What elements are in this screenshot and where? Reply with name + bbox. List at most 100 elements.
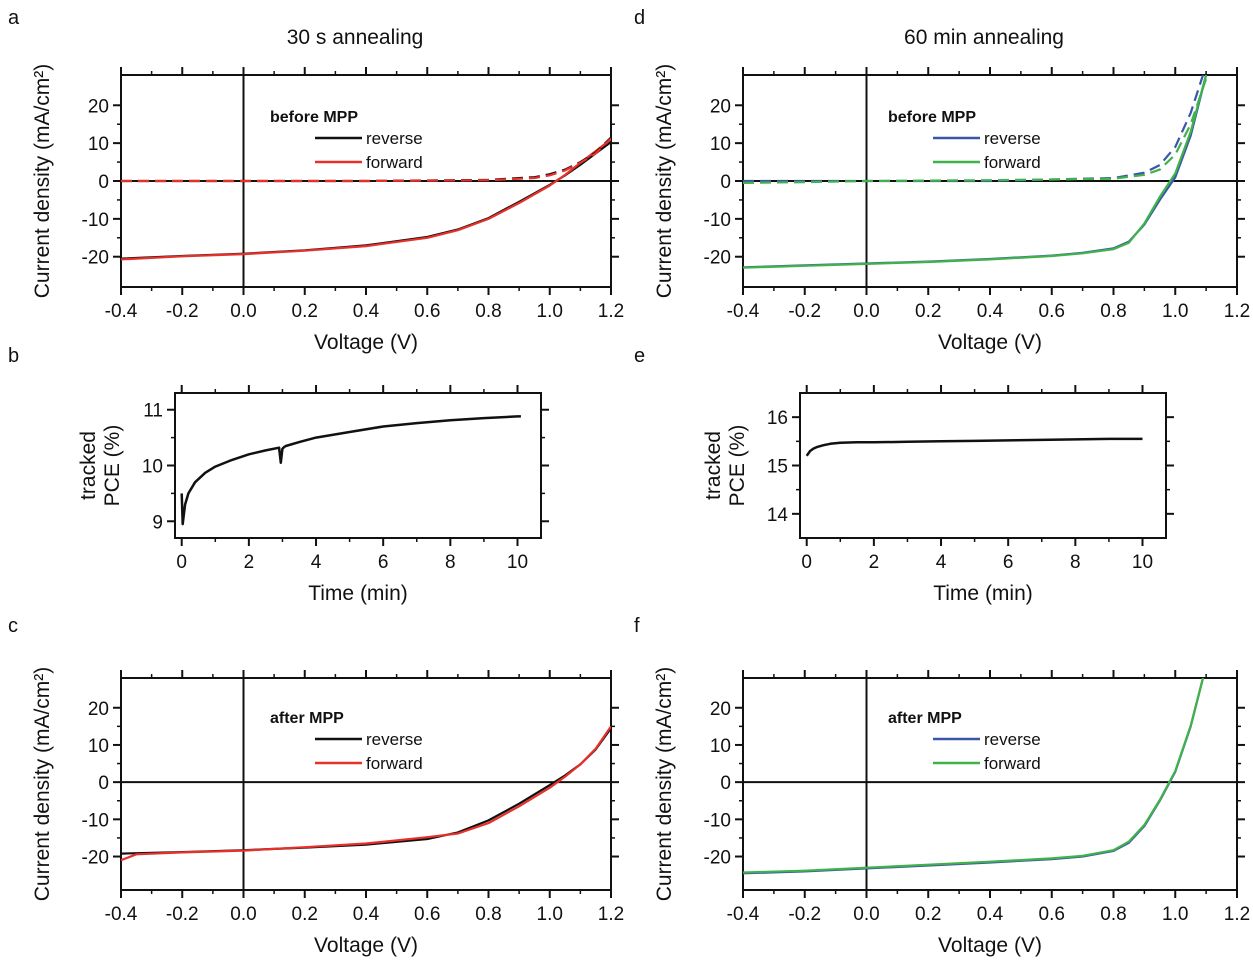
legend-title: before MPP — [888, 109, 976, 126]
x-tick-label: 0.2 — [292, 904, 318, 925]
x-tick-label: 8 — [445, 552, 456, 573]
x-tick-label: 2 — [244, 552, 255, 573]
x-tick-label: 0.2 — [292, 301, 318, 322]
y-tick-label: -20 — [704, 248, 731, 269]
y-tick-label: 20 — [710, 699, 731, 720]
x-tick-label: 0.4 — [353, 904, 380, 925]
x-tick-label: -0.2 — [166, 904, 199, 925]
legend-label-forward: forward — [984, 754, 1041, 773]
series-reverse — [743, 678, 1205, 875]
y-tick-label: 16 — [767, 408, 788, 429]
y-tick-label: 0 — [98, 172, 109, 193]
y-tick-label: 0 — [720, 773, 731, 794]
legend-title: after MPP — [270, 710, 344, 727]
x-tick-label: 1.0 — [537, 301, 563, 322]
x-tick-label: 0.4 — [977, 301, 1004, 322]
x-tick-label: 0.8 — [475, 904, 501, 925]
x-tick-label: -0.4 — [105, 301, 138, 322]
x-tick-label: 0.6 — [414, 301, 440, 322]
series-reverse — [743, 75, 1208, 269]
y-tick-label: -10 — [82, 810, 109, 831]
x-tick-label: 1.2 — [1224, 904, 1250, 925]
y-axis-label: Current density (mA/cm²) — [31, 64, 54, 299]
x-tick-label: 0 — [176, 552, 187, 573]
x-tick-label: 1.0 — [1162, 904, 1188, 925]
x-axis-label: Time (min) — [933, 582, 1033, 605]
legend-label-reverse: reverse — [984, 129, 1041, 148]
legend-label-forward: forward — [984, 153, 1041, 172]
y-tick-label: 10 — [88, 134, 109, 155]
plot-frame — [742, 677, 1238, 891]
y-tick-label: -10 — [82, 210, 109, 231]
legend-label-reverse: reverse — [366, 129, 423, 148]
panel-letters: a b c d e f — [8, 7, 645, 637]
x-tick-label: 0.8 — [475, 301, 501, 322]
series-forward — [743, 678, 1205, 874]
x-tick-label: 0.0 — [230, 904, 256, 925]
y-tick-label: 0 — [98, 773, 109, 794]
y-tick-label: 14 — [767, 505, 789, 526]
x-tick-label: -0.4 — [727, 904, 760, 925]
y-tick-label: 11 — [143, 401, 163, 422]
y-tick-label: 10 — [710, 736, 731, 757]
title-panel-a: 30 s annealing — [287, 26, 424, 49]
panel-letter-c: c — [8, 615, 18, 637]
chart-b: 0 2 4 6 8 10 11 10 9 Time (min) trackedPCE (%) — [77, 385, 549, 605]
x-tick-label: 0 — [801, 552, 812, 573]
series-line — [180, 415, 521, 526]
chart-c: -0.4 -0.2 0.0 0.2 0.4 0.6 0.8 1.0 1.2 20 10 0 -10 -20… — [31, 667, 624, 957]
y-tick-label: 10 — [710, 134, 731, 155]
y-tick-label: 20 — [88, 699, 109, 720]
x-axis-label: Voltage (V) — [938, 331, 1042, 354]
title-panel-d: 60 min annealing — [904, 26, 1064, 49]
x-tick-label: 0.8 — [1100, 301, 1126, 322]
x-tick-label: 0.8 — [1100, 904, 1126, 925]
series-forward — [121, 138, 611, 261]
chart-d: -0.4 -0.2 0.0 0.2 0.4 0.6 0.8 1.0 1.2 20 10 0 -10 -20… — [653, 64, 1250, 354]
panel-letter-f: f — [634, 615, 640, 637]
x-tick-label: 1.2 — [1224, 301, 1250, 322]
panel-letter-b: b — [8, 345, 19, 367]
x-tick-label: -0.2 — [166, 301, 199, 322]
panel-letter-d: d — [634, 7, 645, 29]
x-tick-label: 10 — [507, 552, 528, 573]
y-tick-label: -20 — [704, 848, 731, 869]
x-axis-label: Voltage (V) — [314, 331, 418, 354]
legend-title: after MPP — [888, 710, 962, 727]
y-tick-label: 10 — [88, 736, 109, 757]
chart-a: -0.4 -0.2 0.0 0.2 0.4 0.6 0.8 1.0 1.2 20 10 0 -10 -20… — [31, 64, 624, 354]
y-tick-label: -20 — [82, 248, 109, 269]
plots: -0.4 -0.2 0.0 0.2 0.4 0.6 0.8 1.0 1.220100-10-20… — [31, 64, 1250, 957]
legend-label-forward: forward — [366, 153, 423, 172]
x-tick-label: 1.0 — [537, 904, 563, 925]
x-tick-label: 1.2 — [598, 904, 624, 925]
y-axis-label: Current density (mA/cm²) — [653, 64, 676, 299]
x-tick-label: 0.0 — [853, 904, 879, 925]
plot-frame — [174, 392, 542, 539]
x-tick-label: 0.2 — [915, 904, 941, 925]
panel-letter-e: e — [634, 345, 645, 367]
legend-title: before MPP — [270, 109, 358, 126]
y-tick-label: 20 — [710, 96, 731, 117]
x-tick-label: 0.0 — [853, 301, 879, 322]
x-tick-label: 4 — [936, 552, 947, 573]
x-tick-label: 0.4 — [977, 904, 1004, 925]
x-tick-label: 2 — [869, 552, 880, 573]
x-tick-label: 0.0 — [230, 301, 256, 322]
y-axis-label: Current density (mA/cm²) — [31, 667, 54, 902]
y-axis-label: Current density (mA/cm²) — [653, 667, 676, 902]
legend-label-reverse: reverse — [984, 730, 1041, 749]
x-tick-label: 0.4 — [353, 301, 380, 322]
y-axis-label: trackedPCE (%) — [702, 425, 749, 507]
y-axis-label: trackedPCE (%) — [77, 425, 124, 507]
x-tick-label: -0.2 — [788, 301, 821, 322]
x-tick-label: 0.6 — [414, 904, 440, 925]
x-tick-label: -0.4 — [727, 301, 760, 322]
x-axis-label: Time (min) — [308, 582, 408, 605]
x-axis-label: Voltage (V) — [938, 934, 1042, 957]
y-tick-label: -20 — [82, 848, 109, 869]
x-tick-label: 6 — [1003, 552, 1014, 573]
series-dark-dashed — [743, 78, 1208, 184]
series-line — [805, 437, 1143, 457]
